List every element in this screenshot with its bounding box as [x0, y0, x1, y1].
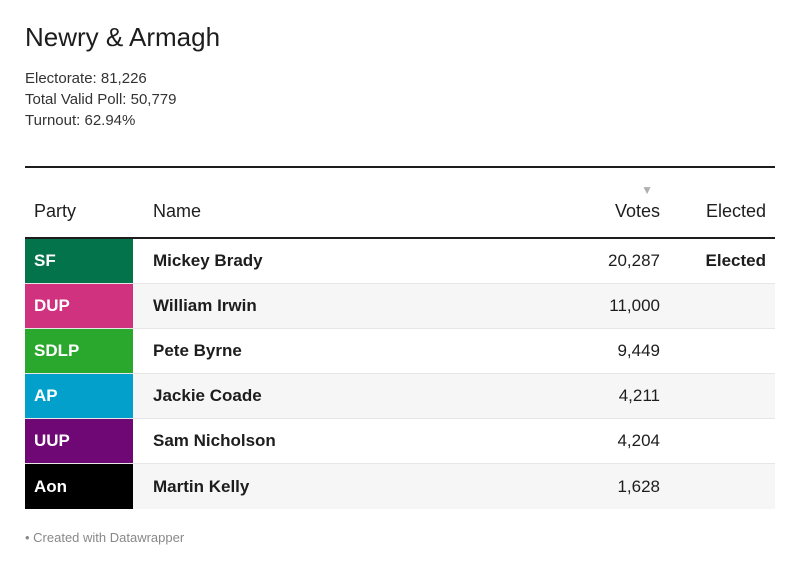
column-header-elected[interactable]: Elected	[705, 201, 766, 221]
party-cell: Aon	[25, 464, 133, 509]
party-cell: DUP	[25, 284, 133, 328]
candidate-name: Pete Byrne	[153, 341, 242, 360]
table-top-rule	[25, 166, 775, 168]
party-cell: SDLP	[25, 329, 133, 373]
candidate-name: Mickey Brady	[153, 251, 263, 270]
votes-value: 9,449	[617, 341, 660, 360]
datawrapper-credit[interactable]: • Created with Datawrapper	[25, 530, 185, 545]
votes-value: 1,628	[617, 476, 660, 496]
table-row: SDLP Pete Byrne 9,449	[25, 329, 775, 374]
page-title: Newry & Armagh	[25, 22, 221, 52]
electorate-text: Electorate: 81,226	[25, 70, 147, 87]
candidate-name: Martin Kelly	[153, 476, 250, 496]
candidate-name: Sam Nicholson	[153, 431, 276, 450]
sort-descending-icon[interactable]: ▼	[641, 183, 653, 197]
table-row: SF Mickey Brady 20,287 Elected	[25, 239, 775, 284]
table-row: UUP Sam Nicholson 4,204	[25, 419, 775, 464]
column-header-name[interactable]: Name	[153, 201, 202, 221]
table-row: AP Jackie Coade 4,211	[25, 374, 775, 419]
votes-value: 20,287	[608, 251, 660, 270]
elected-status: Elected	[705, 251, 766, 270]
party-cell: UUP	[25, 419, 133, 463]
party-cell: SF	[25, 239, 133, 283]
candidate-name: Jackie Coade	[153, 386, 262, 405]
candidate-name: William Irwin	[153, 296, 257, 315]
party-cell: AP	[25, 374, 133, 418]
total-valid-poll-text: Total Valid Poll: 50,779	[25, 91, 177, 108]
votes-value: 4,211	[618, 386, 660, 405]
votes-value: 11,000	[609, 296, 660, 315]
table-row: Aon Martin Kelly 1,628	[25, 464, 775, 509]
table-header: Party Name ▼ Votes Elected	[25, 168, 775, 239]
election-summary: Electorate: 81,226 Total Valid Poll: 50,…	[25, 68, 177, 131]
table-row: DUP William Irwin 11,000	[25, 284, 775, 329]
column-header-party[interactable]: Party	[34, 201, 77, 221]
turnout-text: Turnout: 62.94%	[25, 112, 136, 129]
results-table: Party Name ▼ Votes Elected SF Mickey Bra…	[25, 168, 775, 509]
votes-value: 4,204	[617, 431, 660, 450]
column-header-votes[interactable]: Votes	[614, 201, 660, 221]
